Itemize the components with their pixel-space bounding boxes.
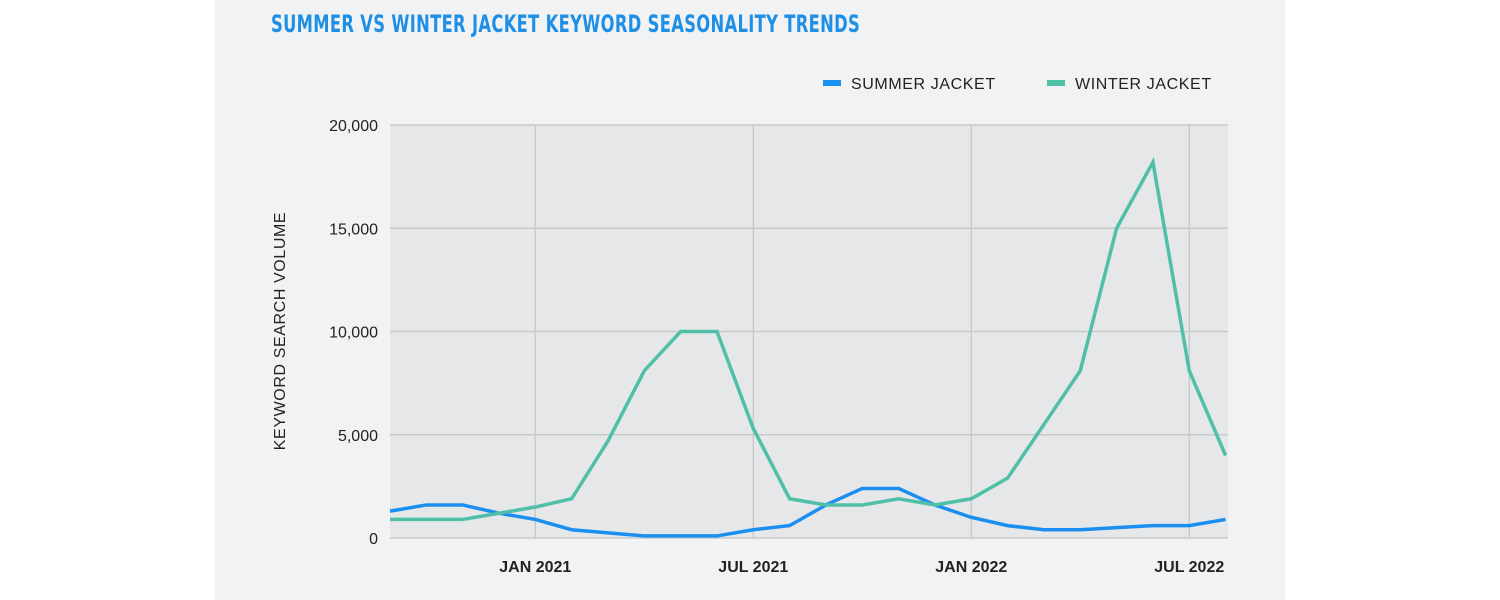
y-tick-labels: 0 5,000 10,000 15,000 20,000	[329, 118, 378, 548]
series-line-summer	[389, 486, 1226, 538]
grid	[390, 124, 1228, 539]
y-tick-label: 20,000	[329, 118, 378, 135]
y-tick-label: 5,000	[338, 428, 378, 445]
legend-swatch	[1047, 80, 1065, 86]
legend-label: SUMMER JACKET	[851, 76, 996, 93]
x-tick-label: JAN 2021	[499, 559, 571, 576]
y-tick-label: 15,000	[329, 221, 378, 238]
legend-swatch	[823, 80, 841, 86]
series-line-winter	[390, 156, 1228, 522]
x-tick-label: JUL 2021	[718, 559, 788, 576]
chart-title: SUMMER VS WINTER JACKET KEYWORD SEASONAL…	[271, 10, 861, 38]
y-axis-label: KEYWORD SEARCH VOLUME	[272, 212, 289, 450]
y-tick-label: 10,000	[329, 325, 378, 342]
x-tick-labels: JAN 2021 JUL 2021 JAN 2022 JUL 2022	[499, 559, 1224, 576]
legend: SUMMER JACKET WINTER JACKET	[823, 76, 1212, 93]
series-lines	[389, 156, 1228, 538]
y-tick-label: 0	[369, 531, 378, 548]
x-tick-label: JUL 2022	[1154, 559, 1224, 576]
legend-label: WINTER JACKET	[1075, 76, 1212, 93]
x-tick-label: JAN 2022	[935, 559, 1007, 576]
